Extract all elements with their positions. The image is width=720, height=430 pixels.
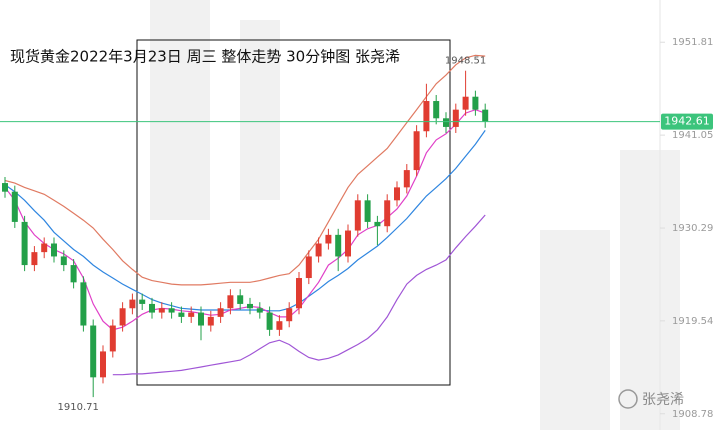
candle-body: [325, 234, 332, 244]
candle-body: [70, 265, 77, 283]
candle-body: [482, 109, 489, 122]
candle-body: [374, 221, 381, 227]
candle-body: [31, 252, 38, 266]
candle-body: [256, 308, 263, 313]
candle-body: [354, 200, 361, 231]
candle-body: [168, 308, 175, 313]
watermark: 张尧浠: [618, 389, 684, 409]
low-label: 1910.71: [58, 402, 99, 413]
y-tick-label: 1908.78: [672, 409, 713, 420]
candle-body: [266, 312, 273, 330]
candle-body: [384, 200, 391, 227]
background-decor: [150, 0, 680, 430]
candle-body: [276, 321, 283, 330]
candle-body: [60, 256, 67, 266]
candle-body: [217, 308, 224, 317]
candle-body: [364, 200, 371, 222]
candle-body: [21, 221, 28, 266]
candle-body: [149, 303, 155, 313]
candle-body: [423, 101, 430, 132]
candle-body: [207, 316, 214, 326]
candle-body: [394, 187, 400, 201]
candle-body: [109, 325, 116, 352]
candle-body: [139, 299, 146, 304]
last-price-box: [661, 113, 713, 130]
candle-body: [11, 191, 18, 222]
highlight-box: [136, 39, 451, 386]
candle-body: [452, 109, 459, 127]
candle-body: [286, 308, 293, 322]
candle-body: [198, 312, 204, 326]
candle-body: [90, 325, 97, 378]
candle-body: [51, 243, 57, 257]
candle-body: [462, 96, 469, 110]
candle-body: [158, 308, 165, 313]
candle-body: [100, 351, 106, 378]
indicator-line: [4, 54, 486, 286]
y-tick-label: 1930.29: [672, 223, 713, 234]
candle-body: [335, 234, 342, 257]
y-tick-label: 1951.81: [672, 37, 713, 48]
candle-body: [296, 278, 302, 309]
y-tick-label: 1919.54: [672, 316, 713, 327]
candle-body: [2, 183, 8, 192]
indicator-line: [4, 130, 486, 312]
candle-body: [227, 295, 234, 309]
candle-body: [345, 230, 351, 257]
candle-body: [188, 312, 195, 317]
candle-body: [178, 312, 185, 317]
watermark-text: 张尧浠: [642, 392, 684, 408]
candle-body: [41, 243, 48, 253]
candle-body: [433, 101, 440, 119]
indicator-line: [4, 109, 486, 331]
indicator-line: [112, 214, 486, 376]
candle-body: [80, 282, 87, 326]
candle-body: [305, 256, 312, 279]
high-label: 1948.51: [445, 56, 486, 67]
candle-body: [119, 308, 126, 326]
candle-body: [247, 303, 253, 309]
candle-body: [237, 295, 244, 304]
candle-body: [315, 243, 322, 257]
chart-title: 现货黄金2022年3月23日 周三 整体走势 30分钟图 张尧浠: [10, 48, 400, 66]
candle-body: [472, 96, 479, 110]
candle-body: [129, 299, 136, 309]
candle-body: [403, 170, 410, 188]
candle-body: [413, 131, 420, 171]
last-price-label: 1942.61: [664, 115, 710, 128]
plot-area: 1951.81 1941.05 1930.29 1919.54 1908.78: [2, 37, 713, 420]
y-tick-label: 1941.05: [672, 130, 713, 141]
candle-body: [443, 118, 449, 127]
